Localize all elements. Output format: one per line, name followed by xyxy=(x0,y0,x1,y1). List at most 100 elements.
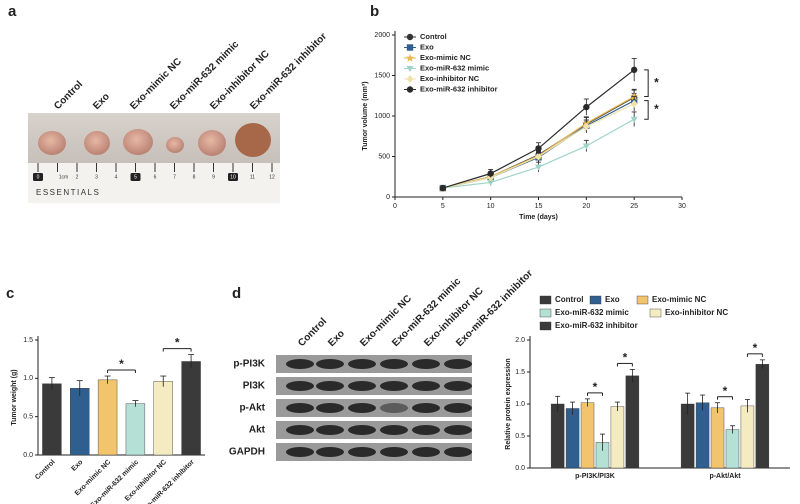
marker xyxy=(582,143,590,150)
blot-band xyxy=(380,381,408,391)
blot-band xyxy=(316,447,344,457)
ruler-number: 9 xyxy=(212,174,215,180)
tumor-label: Control xyxy=(52,79,85,112)
tumor-label: Exo-miR-632 inhibitor xyxy=(248,31,329,112)
ruler-number: 8 xyxy=(193,174,196,180)
bar xyxy=(740,405,755,469)
y-tick-label: 0.5 xyxy=(23,414,33,421)
legend-label: Exo-mimic NC xyxy=(652,295,706,304)
tumor xyxy=(235,123,271,157)
ruler-number: 10 xyxy=(230,174,236,180)
y-tick-label: 0.0 xyxy=(515,465,525,472)
ruler-number: 4 xyxy=(115,174,118,180)
series-line xyxy=(442,96,635,189)
blot-row-label: p-Akt xyxy=(239,403,265,414)
marker xyxy=(406,75,414,83)
blot-band xyxy=(286,381,314,391)
marker xyxy=(582,122,590,131)
ruler-number: 0 xyxy=(37,174,40,180)
sig-star: * xyxy=(753,341,758,355)
blot-band xyxy=(444,381,472,391)
bar xyxy=(550,403,565,469)
marker xyxy=(535,152,542,161)
blot-band xyxy=(412,403,440,413)
legend-swatch xyxy=(636,295,649,305)
legend-swatch xyxy=(649,308,662,318)
blot-band xyxy=(316,381,344,391)
legend-label: Exo-inhibitor NC xyxy=(665,308,728,317)
bar xyxy=(610,406,625,469)
ruler xyxy=(28,163,280,203)
x-tick-label: 30 xyxy=(678,203,686,210)
ruler-brand: ESSENTIALS xyxy=(36,188,100,197)
marker xyxy=(630,99,638,108)
blot-band xyxy=(412,425,440,435)
ruler-number: 12 xyxy=(269,174,275,180)
x-tick-label: Exo xyxy=(70,459,84,473)
lane-label: Control xyxy=(296,316,329,349)
ruler-number: 6 xyxy=(154,174,157,180)
blot-row-label: p-PI3K xyxy=(233,359,265,370)
y-tick-label: 1000 xyxy=(374,113,390,120)
legend-label: Exo-miR-632 inhibitor xyxy=(420,84,498,93)
legend-label: Exo xyxy=(605,295,620,304)
x-tick-label: p-PI3K/PI3K xyxy=(575,473,615,480)
x-tick-label: 25 xyxy=(630,203,638,210)
blot-band xyxy=(348,381,376,391)
bar xyxy=(710,407,725,469)
blot-band xyxy=(286,403,314,413)
sig-bracket xyxy=(644,100,649,120)
blot-band xyxy=(412,381,440,391)
y-tick-label: 1500 xyxy=(374,72,390,79)
blot-band xyxy=(380,403,408,413)
blot-band xyxy=(348,447,376,457)
legend-label: Exo-mimic NC xyxy=(420,53,471,62)
sig-star: * xyxy=(119,357,124,371)
tumor xyxy=(38,131,66,155)
x-tick-label: 20 xyxy=(582,203,590,210)
blot-band xyxy=(316,403,344,413)
blot-band xyxy=(380,447,408,457)
bar xyxy=(181,361,201,456)
legend-label: Exo-miR-632 mimic xyxy=(555,308,629,317)
ruler-number: 3 xyxy=(95,174,98,180)
bar xyxy=(125,403,146,456)
ruler-number: 11 xyxy=(250,174,255,180)
ruler-box xyxy=(130,173,141,181)
bar xyxy=(97,379,118,456)
bar xyxy=(42,383,62,456)
marker xyxy=(630,66,638,74)
sig-star: * xyxy=(175,336,180,350)
blot-row-label: GAPDH xyxy=(229,447,265,458)
bar xyxy=(153,381,173,456)
tumor xyxy=(123,129,153,155)
bar xyxy=(695,402,710,469)
blot-band xyxy=(444,403,472,413)
tumor-label: Exo-miR-632 mimic xyxy=(168,39,241,112)
lane-label: Exo-inhibitor NC xyxy=(422,285,486,349)
ruler-box xyxy=(228,173,238,181)
blot-band xyxy=(412,359,440,369)
blot-band xyxy=(380,425,408,435)
blot-band xyxy=(316,425,344,435)
blot-band xyxy=(444,447,472,457)
x-tick-label: 15 xyxy=(535,203,543,210)
legend-label: Control xyxy=(420,32,447,41)
x-axis-label: Time (days) xyxy=(519,214,558,221)
legend-label: Control xyxy=(555,295,583,304)
x-tick-label: p-Akt/Akt xyxy=(709,473,741,480)
sig-star: * xyxy=(593,380,598,394)
blot-band xyxy=(444,359,472,369)
y-tick-label: 2.0 xyxy=(515,337,525,344)
lane-label: Exo xyxy=(326,328,347,349)
y-axis-label: Tumor weight (g) xyxy=(11,369,18,425)
marker xyxy=(583,103,590,111)
sig-bracket xyxy=(644,69,649,98)
marker xyxy=(535,145,542,152)
y-tick-label: 1.0 xyxy=(23,375,33,382)
bar xyxy=(565,408,580,469)
marker xyxy=(406,66,414,72)
x-tick-label: 0 xyxy=(393,203,397,210)
marker xyxy=(439,184,447,192)
